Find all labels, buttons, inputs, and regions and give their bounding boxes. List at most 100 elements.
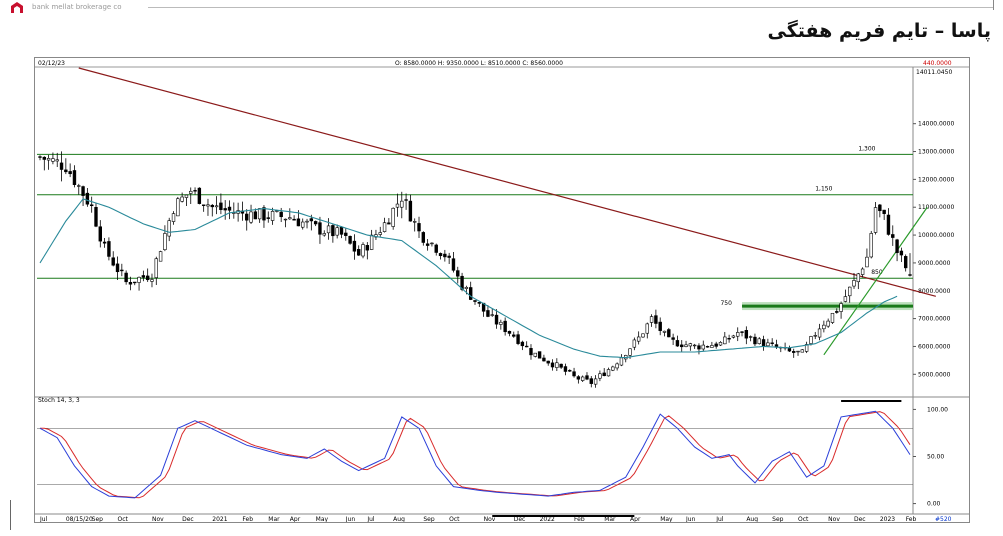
price-tick-label: 6000.0000	[918, 343, 951, 350]
header-diff: 440.0000	[923, 60, 952, 67]
date-label: Jun	[345, 516, 356, 522]
bank-mellat-logo-icon	[11, 2, 23, 13]
date-label: Sep	[423, 516, 435, 522]
candle-body	[869, 233, 873, 258]
candle-body	[675, 340, 680, 347]
price-top-label: 14011.0450	[916, 69, 952, 76]
candle-body	[615, 363, 619, 369]
candle-body	[580, 376, 585, 381]
candle-body	[107, 241, 111, 257]
candle-body	[602, 372, 606, 377]
candle-body	[46, 158, 51, 161]
candle-body	[124, 272, 128, 283]
candle-body	[322, 233, 326, 236]
level-label: 1,150	[815, 186, 832, 193]
date-label: Oct	[449, 516, 460, 522]
candle-body	[891, 234, 895, 238]
candle-body	[486, 310, 490, 317]
header-date: 02/12/23	[38, 60, 65, 67]
date-label: Feb	[574, 516, 585, 522]
candle-body	[903, 256, 908, 269]
stoch-tick-label: 0.00	[927, 501, 941, 508]
candle-body	[210, 204, 214, 208]
date-label: Jul	[39, 516, 48, 522]
candle-body	[335, 227, 339, 236]
candle-body	[141, 275, 146, 278]
candle-body	[873, 207, 878, 233]
date-label: Aug	[746, 516, 758, 522]
left-edge-mark	[10, 500, 11, 530]
date-label: Feb	[242, 516, 253, 522]
candle-body	[507, 330, 512, 334]
candle-body	[848, 286, 852, 297]
candle-body	[279, 211, 283, 218]
corner-label: #520	[935, 516, 952, 522]
downtrend-line	[78, 67, 936, 297]
candle-body	[753, 336, 757, 345]
candle-body	[214, 205, 219, 208]
candle-body	[636, 336, 641, 342]
candle-body	[72, 170, 77, 185]
candle-body	[628, 348, 632, 356]
candle-body	[77, 185, 81, 187]
candle-body	[68, 171, 72, 175]
date-label: Dec	[514, 516, 526, 522]
date-label: Mar	[268, 516, 280, 522]
candle-body	[839, 303, 843, 312]
candle-body	[787, 347, 792, 352]
candle-body	[800, 349, 805, 353]
date-label: Aug	[393, 516, 405, 522]
logo: bank mellat brokerage co	[6, 0, 146, 16]
candle-body	[822, 324, 826, 330]
candle-body	[245, 213, 249, 221]
candle-body	[473, 300, 477, 302]
candle-body	[701, 344, 705, 350]
price-tick-label: 13000.0000	[918, 149, 954, 156]
candle-body	[761, 339, 766, 347]
candle-body	[395, 203, 400, 208]
candle-body	[98, 226, 102, 242]
candle-body	[692, 344, 697, 347]
level-label: 750	[720, 300, 732, 307]
candle-body	[477, 302, 482, 304]
candle-body	[813, 335, 817, 337]
candle-body	[301, 221, 305, 228]
candle-body	[227, 206, 232, 211]
candle-body	[843, 296, 848, 302]
chart-frame: 02/12/23 O: 8580.0000 H: 9350.0000 L: 851…	[34, 57, 970, 523]
candle-body	[85, 192, 90, 205]
candle-body	[42, 156, 47, 160]
price-tick-label: 8000.0000	[918, 288, 951, 295]
candle-body	[766, 342, 770, 347]
candle-body	[572, 371, 576, 377]
candle-body	[856, 273, 861, 283]
candle-body	[154, 258, 158, 278]
candle-body	[710, 345, 714, 348]
candle-body	[456, 270, 460, 277]
candle-body	[468, 287, 473, 300]
candle-body	[727, 338, 731, 340]
candle-body	[133, 281, 137, 284]
candle-body	[598, 373, 602, 379]
date-label: Feb	[906, 516, 917, 522]
candle-body	[908, 274, 912, 276]
candle-body	[865, 256, 869, 268]
candle-body	[296, 218, 301, 227]
date-label: Mar	[604, 516, 616, 522]
candle-body	[223, 208, 227, 211]
candle-body	[757, 338, 761, 344]
candle-body	[576, 376, 581, 380]
candle-body	[585, 375, 589, 380]
candle-body	[878, 204, 882, 212]
candle-body	[163, 233, 167, 251]
candle-body	[555, 362, 559, 368]
candle-body	[197, 187, 202, 204]
price-tick-label: 12000.0000	[918, 176, 954, 183]
date-label: Sep	[92, 516, 104, 522]
candle-body	[830, 312, 835, 323]
stoch-tick-label: 50.00	[927, 454, 944, 461]
date-label: Nov	[484, 516, 496, 522]
candle-body	[331, 225, 335, 237]
candle-body	[339, 227, 344, 235]
candle-body	[167, 220, 171, 237]
